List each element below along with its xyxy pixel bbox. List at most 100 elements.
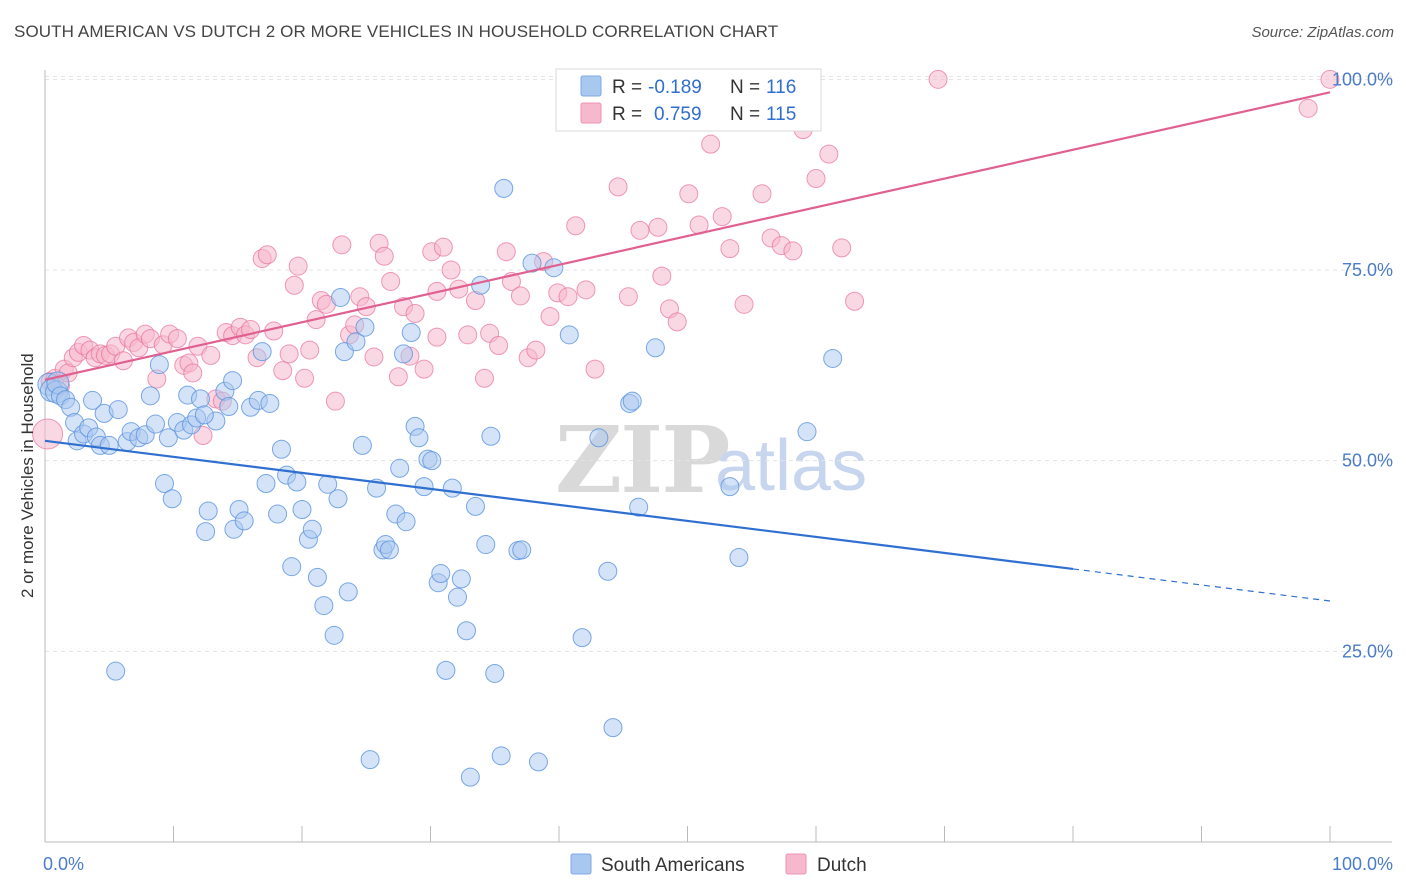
south-american-point bbox=[598, 561, 618, 581]
dutch-point bbox=[279, 344, 299, 364]
y-tick-label: 75.0% bbox=[1342, 260, 1393, 280]
south-american-point bbox=[465, 496, 485, 516]
south-american-point bbox=[436, 660, 456, 680]
south-american-point bbox=[355, 317, 375, 337]
south-american-point bbox=[292, 499, 312, 519]
dutch-point bbox=[441, 260, 461, 280]
source-credit: Source: ZipAtlas.com bbox=[1251, 24, 1394, 41]
south-american-point bbox=[797, 422, 817, 442]
south-american-point bbox=[603, 718, 623, 738]
south-american-point bbox=[379, 540, 399, 560]
south-american-point bbox=[494, 178, 514, 198]
legend-swatch-dutch bbox=[580, 102, 602, 124]
south-american-point bbox=[572, 628, 592, 648]
y-tick-label: 100.0% bbox=[1332, 69, 1393, 89]
south-american-point bbox=[268, 504, 288, 524]
dutch-point bbox=[832, 238, 852, 258]
dutch-point bbox=[284, 275, 304, 295]
south-american-point bbox=[338, 582, 358, 602]
legend-r-label-1: R = bbox=[612, 77, 642, 98]
bottom-legend-label-south-american: South Americans bbox=[601, 855, 745, 876]
south-american-point bbox=[108, 400, 128, 420]
south-american-point bbox=[456, 621, 476, 641]
south-american-point bbox=[155, 474, 175, 494]
south-american-point bbox=[471, 275, 491, 295]
south-american-point bbox=[219, 397, 239, 417]
trend-lines bbox=[44, 91, 1331, 602]
south-american-point bbox=[645, 338, 665, 358]
axes bbox=[44, 70, 1392, 843]
series-legend: South Americans Dutch bbox=[570, 853, 867, 876]
dutch-point bbox=[928, 69, 948, 89]
dutch-point bbox=[510, 286, 530, 306]
dutch-point bbox=[427, 327, 447, 347]
dutch-point bbox=[712, 207, 732, 227]
x-tick-label-min: 0.0% bbox=[43, 854, 84, 874]
south-american-point bbox=[260, 393, 280, 413]
bottom-legend-label-dutch: Dutch bbox=[817, 855, 867, 876]
south-american-point bbox=[447, 587, 467, 607]
dutch-point bbox=[167, 329, 187, 349]
south-american-point bbox=[190, 389, 210, 409]
south-american-point bbox=[589, 428, 609, 448]
dutch-point bbox=[679, 184, 699, 204]
dutch-point bbox=[295, 368, 315, 388]
dutch-point bbox=[32, 418, 64, 450]
legend-r-value-2: 0.759 bbox=[654, 104, 702, 125]
south-american-point bbox=[223, 371, 243, 391]
south-american-point bbox=[324, 625, 344, 645]
south-american-point bbox=[106, 661, 126, 681]
legend-n-label-2: N = bbox=[730, 104, 760, 125]
dutch-point bbox=[752, 184, 772, 204]
south-american-point bbox=[282, 557, 302, 577]
south-american-points bbox=[37, 178, 843, 787]
y-axis-label: 2 or more Vehicles in Household bbox=[18, 353, 37, 598]
dutch-point bbox=[576, 280, 596, 300]
south-american-point bbox=[352, 435, 372, 455]
dutch-point bbox=[845, 291, 865, 311]
south-american-point bbox=[346, 332, 366, 352]
y-tick-label: 50.0% bbox=[1342, 451, 1393, 471]
south-american-point bbox=[512, 540, 532, 560]
dutch-point bbox=[608, 177, 628, 197]
dutch-point bbox=[381, 271, 401, 291]
south-american-point bbox=[476, 535, 496, 555]
dutch-point bbox=[300, 340, 320, 360]
south-american-point bbox=[442, 478, 462, 498]
watermark-zip: ZIP bbox=[555, 406, 728, 514]
south-american-point bbox=[720, 477, 740, 497]
south-american-point bbox=[158, 428, 178, 448]
south-american-point bbox=[481, 426, 501, 446]
dutch-point bbox=[201, 345, 221, 365]
south-american-point bbox=[491, 746, 511, 766]
dutch-point bbox=[667, 312, 687, 332]
south-american-point bbox=[99, 435, 119, 455]
south-american-point bbox=[252, 342, 272, 362]
south-american-point bbox=[83, 390, 103, 410]
south-american-point bbox=[146, 414, 166, 434]
dutch-point bbox=[526, 340, 546, 360]
stats-legend: R = -0.189 N = 116 R = 0.759 N = 115 bbox=[555, 68, 822, 132]
dutch-point bbox=[433, 237, 453, 257]
dutch-point bbox=[489, 336, 509, 356]
dutch-point bbox=[183, 363, 203, 383]
bottom-legend-swatch-dutch bbox=[785, 853, 807, 875]
dutch-point bbox=[618, 287, 638, 307]
legend-r-label-2: R = bbox=[612, 104, 642, 125]
south-american-point bbox=[140, 386, 160, 406]
legend-n-value-1: 116 bbox=[766, 77, 796, 98]
bottom-legend-swatch-south-american bbox=[570, 853, 592, 875]
south-american-point bbox=[360, 750, 380, 770]
south-american-point bbox=[396, 512, 416, 532]
dutch-point bbox=[364, 347, 384, 367]
x-tick-label-max: 100.0% bbox=[1332, 854, 1393, 874]
south-american-point bbox=[559, 325, 579, 345]
south-american-point bbox=[451, 569, 471, 589]
south-american-point bbox=[431, 564, 451, 584]
dutch-point bbox=[288, 256, 308, 276]
south-american-point bbox=[629, 497, 649, 517]
dutch-point bbox=[819, 144, 839, 164]
south-american-point bbox=[162, 489, 182, 509]
dutch-point bbox=[566, 216, 586, 236]
